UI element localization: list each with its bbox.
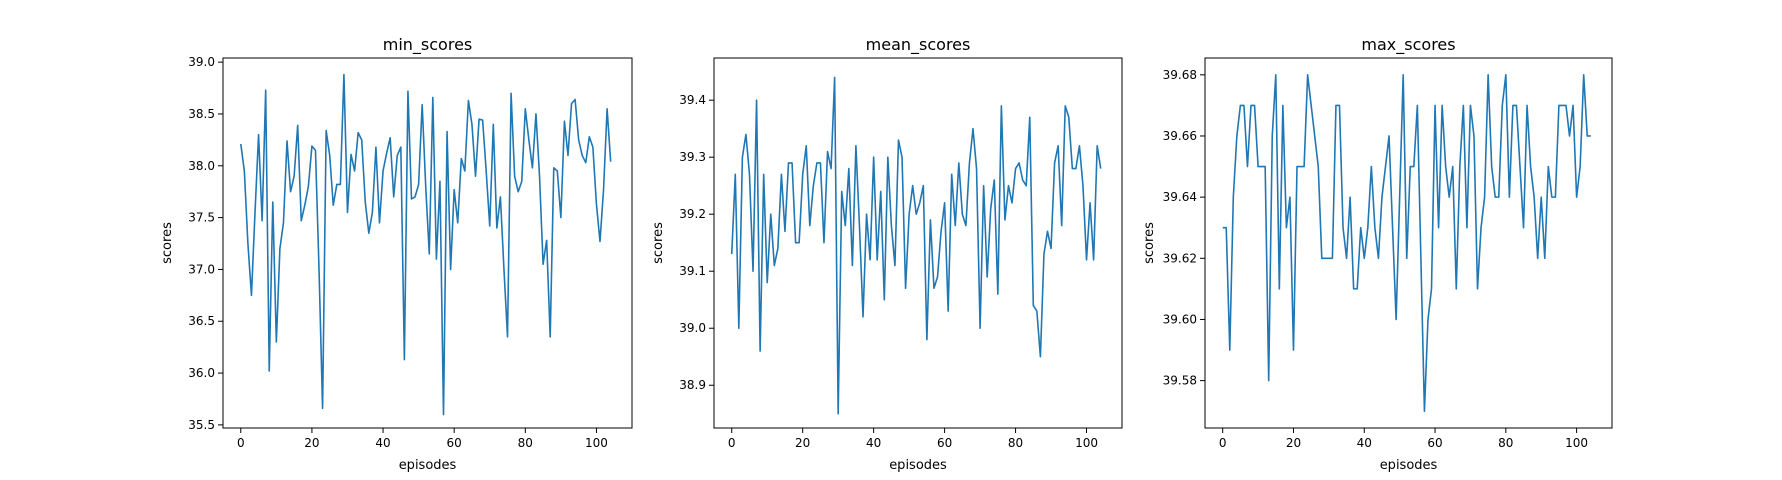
x-tick-label: 20 (1286, 436, 1301, 450)
plot-area: 0 20 40 60 80 100 39.58 39.60 39.62 39.64 39.66 39.… (1163, 57, 1613, 450)
y-tick-label: 39.0 (679, 321, 706, 335)
y-tick-label: 38.0 (188, 159, 215, 173)
plot-area: 0 20 40 60 80 100 35.5 36.0 36.5 37.0 37.5 38.0 38.5… (188, 55, 633, 450)
y-tick-label: 39.3 (679, 150, 706, 164)
x-tick-label: 60 (1427, 436, 1442, 450)
subplot-min-scores: min_scores episodes scores 0 20 40 60 80 100 3… (160, 35, 633, 473)
y-tick-label: 39.2 (679, 207, 706, 221)
x-tick-label: 40 (1357, 436, 1372, 450)
y-tick-label: 37.5 (188, 211, 215, 225)
x-tick-label: 40 (375, 436, 390, 450)
y-tick-label: 39.1 (679, 264, 706, 278)
y-axis-label: scores (160, 222, 175, 264)
y-tick-label: 39.62 (1163, 251, 1197, 265)
subplot-max-scores: max_scores episodes scores 0 20 40 60 80 100 3… (1142, 35, 1613, 473)
y-tick-label: 39.64 (1163, 190, 1197, 204)
y-tick-label: 38.9 (679, 378, 706, 392)
x-tick-label: 80 (518, 436, 533, 450)
x-tick-label: 40 (866, 436, 881, 450)
series-line (730, 76, 1102, 415)
x-tick-label: 80 (1498, 436, 1513, 450)
subplot-mean-scores: mean_scores episodes scores 0 20 40 60 80 100… (651, 35, 1123, 473)
x-tick-label: 100 (1565, 436, 1588, 450)
x-tick-label: 100 (1075, 436, 1098, 450)
y-tick-label: 39.4 (679, 93, 706, 107)
y-tick-label: 35.5 (188, 418, 215, 432)
x-tick-label: 20 (795, 436, 810, 450)
x-tick-label: 60 (447, 436, 462, 450)
y-tick-label: 38.5 (188, 107, 215, 121)
x-tick-label: 0 (728, 436, 736, 450)
axes-frame (1204, 57, 1613, 429)
y-axis-label: scores (1142, 222, 1157, 264)
x-tick-label: 80 (1008, 436, 1023, 450)
axes-frame (222, 57, 633, 429)
x-axis-label: episodes (1380, 458, 1438, 473)
x-tick-label: 0 (1219, 436, 1227, 450)
y-tick-label: 37.0 (188, 262, 215, 276)
chart-title: min_scores (383, 35, 473, 55)
y-tick-label: 36.5 (188, 314, 215, 328)
x-tick-label: 20 (304, 436, 319, 450)
y-axis-label: scores (651, 222, 666, 264)
x-tick-label: 60 (937, 436, 952, 450)
x-axis-label: episodes (889, 458, 947, 473)
x-axis-label: episodes (399, 458, 457, 473)
y-tick-label: 39.0 (188, 55, 215, 69)
series-line (239, 73, 612, 416)
plot-area: 0 20 40 60 80 100 38.9 39.0 39.1 39.2 39.3 39.4 (679, 57, 1123, 450)
series-line (1222, 74, 1591, 412)
y-tick-label: 39.66 (1163, 129, 1197, 143)
x-tick-label: 0 (237, 436, 245, 450)
y-tick-label: 39.58 (1163, 374, 1197, 388)
y-tick-label: 39.60 (1163, 312, 1197, 326)
x-tick-label: 100 (585, 436, 608, 450)
chart-title: mean_scores (866, 35, 971, 55)
axes-frame (713, 57, 1123, 429)
chart-title: max_scores (1361, 35, 1455, 55)
y-tick-label: 39.68 (1163, 68, 1197, 82)
y-tick-label: 36.0 (188, 366, 215, 380)
